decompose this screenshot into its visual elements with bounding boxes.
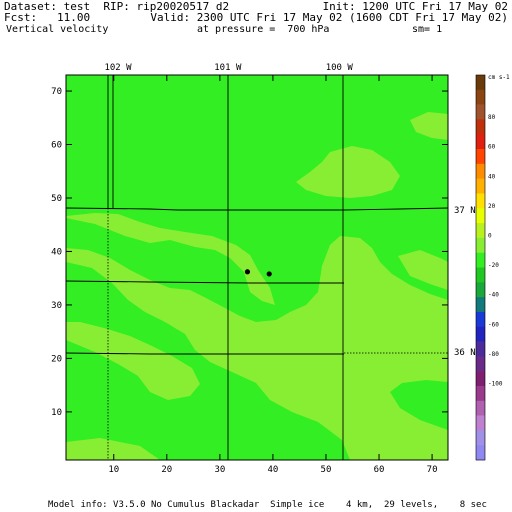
- colorbar-swatch: [476, 356, 485, 372]
- x-tick-label: 70: [427, 465, 438, 475]
- station-markers: [244, 269, 272, 277]
- geographic-lines: [65, 75, 449, 460]
- smoothing-label: sm= 1: [412, 24, 443, 35]
- colorbar-swatch: [476, 341, 485, 357]
- colorbar: cm s-1 80 60 40 20 0 -20 -40 -60 -80 -100: [475, 74, 510, 461]
- init-time: Init: 1200 UTC Fri 17 May 02: [322, 0, 508, 13]
- colorbar-swatch: [476, 223, 485, 239]
- colorbar-tick-label: 80: [488, 114, 496, 121]
- colorbar-swatch: [476, 326, 485, 342]
- colorbar-swatch: [476, 119, 485, 135]
- colorbar-swatch: [476, 193, 485, 209]
- field-name: Vertical velocity: [6, 24, 109, 35]
- colorbar-frame: [475, 74, 486, 461]
- x-tick-label: 20: [161, 465, 172, 475]
- longitude-label: 102 W: [104, 63, 132, 73]
- colorbar-swatch: [476, 371, 485, 387]
- x-tick-label: 50: [321, 465, 332, 475]
- y-tick-label: 70: [51, 87, 62, 97]
- x-tick-label: 30: [214, 465, 225, 475]
- colorbar-swatch: [476, 208, 485, 224]
- longitude-label: 101 W: [214, 63, 242, 73]
- colorbar-swatch: [476, 445, 485, 461]
- y-tick-label: 50: [51, 194, 62, 204]
- y-tick-label: 30: [51, 301, 62, 311]
- x-tick-label: 10: [108, 465, 119, 475]
- colorbar-tick-label: 40: [488, 173, 496, 180]
- forecast-hour: Fcst: 11.00: [4, 11, 91, 24]
- x-tick-label: 60: [374, 465, 385, 475]
- x-axis: 10 20 30 40 50 60 70: [108, 75, 438, 475]
- field-region-light: [296, 146, 400, 198]
- y-tick-label: 60: [51, 141, 62, 151]
- longitude-label: 100 W: [326, 63, 354, 73]
- colorbar-swatch: [476, 178, 485, 194]
- model-info: Model info: V3.5.0 No Cumulus Blackadar …: [48, 500, 487, 510]
- longitude-labels: 102 W 101 W 100 W: [104, 63, 353, 73]
- colorbar-units: cm s-1: [488, 74, 510, 81]
- colorbar-swatch: [476, 297, 485, 313]
- y-tick-label: 20: [51, 354, 62, 364]
- colorbar-swatch: [476, 267, 485, 283]
- field-region-light: [66, 438, 160, 460]
- colorbar-tick-label: -20: [488, 262, 499, 269]
- colorbar-swatch: [476, 75, 485, 91]
- field-region-light: [410, 112, 448, 140]
- boundary-line: [65, 207, 449, 211]
- colorbar-swatch: [476, 385, 485, 402]
- colorbar-tick-label: -40: [488, 292, 499, 299]
- colorbar-tick-label: 60: [488, 144, 496, 151]
- colorbar-swatch: [476, 311, 485, 328]
- colorbar-tick-label: -60: [488, 321, 499, 328]
- field-region-light: [66, 236, 448, 460]
- station-marker: [244, 269, 251, 275]
- colorbar-swatch: [476, 89, 485, 105]
- colorbar-swatch: [476, 237, 485, 253]
- y-axis: 10 20 30 40 50 60 70: [51, 87, 448, 418]
- colorbar-swatch: [476, 163, 485, 179]
- colorbar-tick-label: 0: [488, 232, 492, 239]
- dataset-label: Dataset: test RIP: rip20020517 d2: [4, 0, 230, 13]
- latitude-labels: 37 N 36 N: [454, 206, 476, 358]
- colorbar-swatch: [476, 104, 485, 120]
- colorbar-swatch: [476, 252, 485, 268]
- colorbar-swatch: [476, 430, 485, 446]
- y-tick-label: 40: [51, 247, 62, 257]
- field-region-light: [66, 322, 200, 400]
- plot-frame: [65, 74, 449, 461]
- colorbar-swatch: [476, 282, 485, 298]
- colorbar-swatch: [476, 415, 485, 431]
- field-region-light: [66, 213, 275, 305]
- colorbar-swatch: [476, 400, 485, 416]
- colorbar-tick-label: 20: [488, 203, 496, 210]
- x-tick-label: 40: [267, 465, 278, 475]
- y-tick-label: 10: [51, 408, 62, 418]
- colorbar-tick-label: -100: [488, 381, 503, 388]
- field-region-light: [398, 250, 448, 290]
- latitude-label: 37 N: [454, 206, 476, 216]
- valid-time: Valid: 2300 UTC Fri 17 May 02 (1600 CDT …: [150, 11, 508, 24]
- colorbar-swatch: [476, 149, 485, 165]
- latitude-label: 36 N: [454, 348, 476, 358]
- station-marker: [266, 271, 272, 277]
- colorbar-swatch: [476, 134, 485, 150]
- colorbar-tick-label: -80: [488, 351, 499, 358]
- pressure-level: at pressure = 700 hPa: [197, 24, 330, 35]
- field-shading: [66, 112, 448, 460]
